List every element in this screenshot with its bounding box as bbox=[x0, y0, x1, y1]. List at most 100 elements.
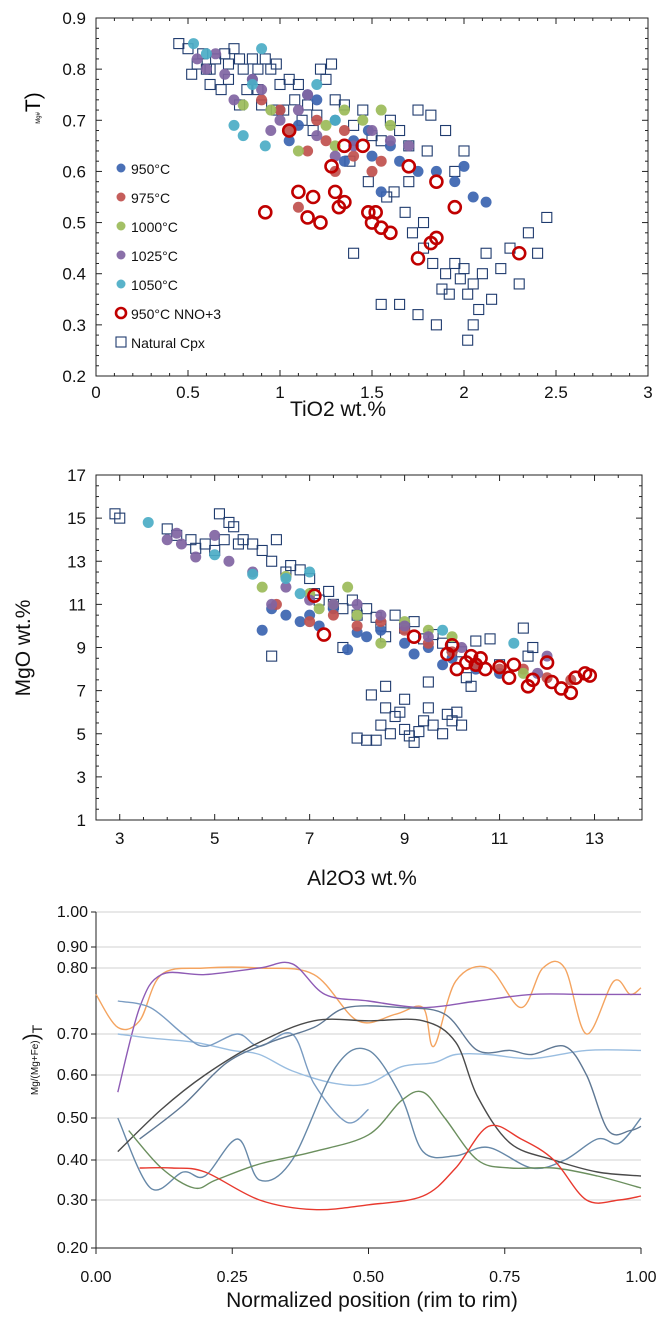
point-natural-cpx bbox=[394, 706, 406, 718]
y-axis-label: Mg/(Mg+Fe))T bbox=[20, 1024, 45, 1095]
point-975-c bbox=[348, 150, 360, 162]
point-950-c-nno-3 bbox=[478, 661, 493, 677]
y-tick-label: 0.80 bbox=[57, 960, 88, 977]
point-natural-cpx bbox=[323, 585, 335, 597]
point-natural-cpx bbox=[417, 217, 430, 229]
point-950-c-nno-3 bbox=[449, 661, 465, 677]
legend-label: 1025°C bbox=[131, 248, 178, 264]
point-975-c bbox=[375, 155, 387, 167]
y-tick-label: 0.7 bbox=[62, 111, 86, 130]
point-natural-cpx bbox=[427, 719, 439, 731]
y-tick-label: 15 bbox=[67, 509, 86, 528]
point-natural-cpx bbox=[412, 309, 424, 321]
legend-marker bbox=[116, 163, 126, 173]
legend-marker bbox=[116, 279, 126, 289]
panel-tio2-scatter: 0 0.5 1 1.5 2 2.5 3 0.2 0.3 0.4 0.5 0.6 0.7 0.8 0.9 9… bbox=[22, 9, 653, 421]
y-tick-label: 0.4 bbox=[62, 265, 86, 284]
point-natural-cpx bbox=[486, 293, 498, 305]
x-tick-label: 1 bbox=[275, 383, 284, 402]
point-natural-cpx bbox=[233, 53, 246, 65]
point-natural-cpx bbox=[320, 73, 332, 85]
point-natural-cpx bbox=[408, 736, 420, 748]
point-950-c bbox=[437, 659, 449, 671]
point-natural-cpx bbox=[375, 135, 387, 147]
point-natural-cpx bbox=[314, 63, 327, 75]
point-950-c bbox=[361, 631, 373, 643]
point-natural-cpx bbox=[440, 124, 452, 137]
point-natural-cpx bbox=[473, 303, 485, 316]
point-1025-c bbox=[422, 631, 434, 643]
point-natural-cpx bbox=[399, 206, 411, 218]
point-natural-cpx bbox=[451, 706, 463, 718]
point-natural-cpx bbox=[270, 58, 282, 70]
x-tick-label: 3 bbox=[643, 383, 652, 402]
point-natural-cpx bbox=[161, 523, 173, 535]
point-natural-cpx bbox=[495, 263, 507, 275]
point-1025-c bbox=[228, 94, 240, 106]
point-975-c bbox=[311, 114, 323, 126]
y-tick-label: 7 bbox=[77, 682, 86, 701]
point-950-c-nno-3 bbox=[257, 205, 273, 220]
point-natural-cpx bbox=[292, 78, 304, 91]
point-975-c bbox=[256, 94, 268, 106]
x-tick-label: 2 bbox=[459, 383, 468, 402]
legend-label: 1050°C bbox=[131, 277, 178, 293]
point-950-c bbox=[375, 186, 387, 198]
profile-lines bbox=[95, 960, 642, 1211]
point-natural-cpx bbox=[406, 227, 419, 239]
point-1025-c bbox=[266, 598, 278, 610]
point-950-c-nno-3 bbox=[281, 123, 297, 138]
x-tick-label: 0.5 bbox=[176, 383, 200, 402]
point-950-c-nno-3 bbox=[563, 685, 579, 701]
point-950-c bbox=[256, 624, 268, 636]
point-natural-cpx bbox=[456, 719, 468, 731]
point-1000-c bbox=[342, 581, 354, 593]
point-950-c-nno-3 bbox=[300, 210, 315, 225]
point-950-c bbox=[311, 94, 323, 106]
profile-line-9 bbox=[139, 1124, 642, 1211]
point-natural-cpx bbox=[443, 288, 455, 300]
point-natural-cpx bbox=[440, 268, 452, 280]
point-950-c bbox=[458, 160, 470, 172]
point-natural-cpx bbox=[480, 247, 492, 259]
profile-line-6 bbox=[139, 1005, 642, 1140]
point-1050-c bbox=[256, 43, 268, 55]
point-975-c bbox=[327, 609, 339, 621]
point-natural-cpx bbox=[219, 48, 231, 60]
point-1025-c bbox=[302, 89, 314, 101]
point-natural-cpx bbox=[458, 263, 470, 275]
point-1050-c bbox=[329, 114, 341, 126]
y-tick-labels: 0.20 0.30 0.40 0.50 0.60 0.70 0.80 0.90 1.00 bbox=[57, 904, 88, 1257]
point-natural-cpx bbox=[430, 319, 442, 331]
point-1025-c bbox=[311, 130, 323, 142]
x-tick-label: 3 bbox=[115, 829, 124, 848]
point-975-c bbox=[283, 125, 295, 137]
point-950-c-nno-3 bbox=[291, 184, 306, 200]
point-950-c-nno-3 bbox=[324, 159, 339, 174]
point-natural-cpx bbox=[462, 288, 474, 300]
legend-label: 975°C bbox=[131, 190, 170, 206]
point-natural-cpx bbox=[422, 676, 434, 688]
point-natural-cpx bbox=[421, 145, 433, 157]
point-natural-cpx bbox=[389, 609, 401, 621]
legend-marker bbox=[116, 221, 126, 231]
point-natural-cpx bbox=[422, 702, 434, 714]
point-natural-cpx bbox=[283, 73, 295, 85]
point-natural-cpx bbox=[458, 145, 470, 157]
point-1000-c bbox=[357, 114, 369, 126]
point-1025-c bbox=[351, 598, 363, 610]
point-natural-cpx bbox=[394, 124, 406, 137]
point-1025-c bbox=[219, 68, 231, 80]
point-natural-cpx bbox=[454, 273, 466, 285]
point-natural-cpx bbox=[375, 719, 387, 731]
legend-label: 950°C bbox=[131, 161, 170, 177]
x-tick-label: 1.5 bbox=[360, 383, 384, 402]
x-tick-label: 0.50 bbox=[353, 1269, 384, 1286]
point-natural-cpx bbox=[351, 732, 363, 744]
point-950-c-nno-3 bbox=[501, 670, 517, 685]
point-950-c bbox=[480, 196, 492, 208]
data-points bbox=[173, 38, 553, 346]
point-1025-c bbox=[274, 114, 286, 126]
